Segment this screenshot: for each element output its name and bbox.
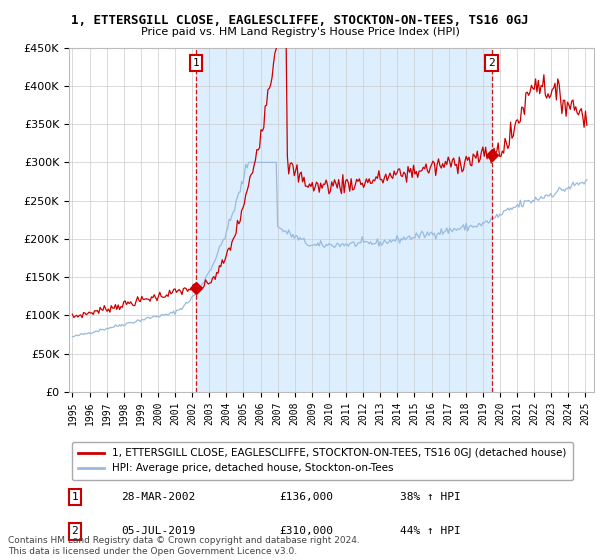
Text: 1, ETTERSGILL CLOSE, EAGLESCLIFFE, STOCKTON-ON-TEES, TS16 0GJ: 1, ETTERSGILL CLOSE, EAGLESCLIFFE, STOCK… [71, 14, 529, 27]
Bar [196, 48, 491, 392]
Text: 1: 1 [71, 492, 79, 502]
Text: 05-JUL-2019: 05-JUL-2019 [121, 526, 196, 536]
Text: 44% ↑ HPI: 44% ↑ HPI [400, 526, 461, 536]
Text: 28-MAR-2002: 28-MAR-2002 [121, 492, 196, 502]
Text: £310,000: £310,000 [279, 526, 333, 536]
Text: Contains HM Land Registry data © Crown copyright and database right 2024.
This d: Contains HM Land Registry data © Crown c… [8, 536, 359, 556]
Legend: 1, ETTERSGILL CLOSE, EAGLESCLIFFE, STOCKTON-ON-TEES, TS16 0GJ (detached house), : 1, ETTERSGILL CLOSE, EAGLESCLIFFE, STOCK… [71, 442, 573, 480]
Text: 2: 2 [488, 58, 495, 68]
Text: Price paid vs. HM Land Registry's House Price Index (HPI): Price paid vs. HM Land Registry's House … [140, 27, 460, 37]
Text: 2: 2 [71, 526, 79, 536]
Text: £136,000: £136,000 [279, 492, 333, 502]
Text: 1: 1 [193, 58, 199, 68]
Text: 38% ↑ HPI: 38% ↑ HPI [400, 492, 461, 502]
